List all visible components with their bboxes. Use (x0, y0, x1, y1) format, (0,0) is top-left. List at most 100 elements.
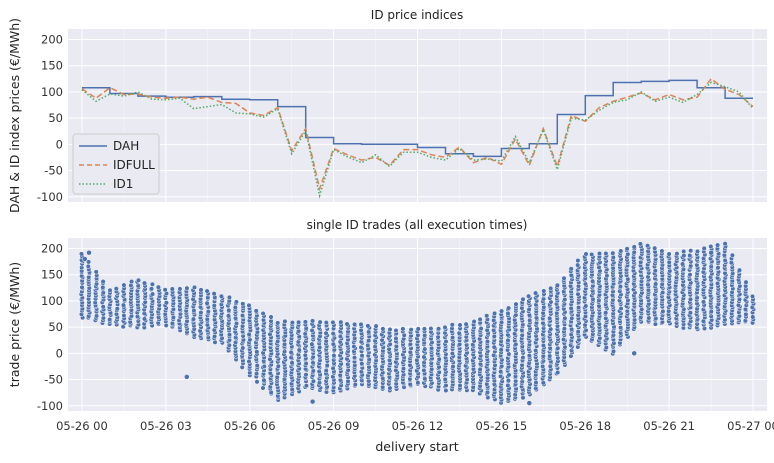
trade-point (225, 313, 232, 319)
trade-point (736, 267, 743, 273)
trade-point (366, 329, 372, 335)
x-tick-label: 05-27 00 (727, 419, 774, 433)
trade-point (289, 360, 295, 366)
trade-point (211, 291, 217, 297)
trade-point (583, 303, 589, 309)
trade-point (478, 325, 484, 332)
trade-point (260, 385, 266, 391)
trade-point (463, 321, 469, 327)
top-y-axis-label: DAH & ID index prices (€/MWh) (7, 18, 22, 213)
trade-point (155, 284, 161, 290)
trade-point (681, 248, 687, 255)
trade-point (589, 251, 595, 258)
trade-point (365, 323, 371, 329)
trade-point (226, 332, 233, 338)
trade-point (177, 286, 183, 292)
trade-point (282, 318, 288, 324)
trade-point (226, 307, 232, 313)
trade-point (254, 349, 260, 355)
trade-point (457, 322, 463, 328)
trade-point (205, 309, 211, 315)
trade-point (555, 345, 561, 351)
top-y-tick-label: 150 (41, 59, 63, 73)
trade-point (421, 326, 427, 332)
trade-point (561, 326, 567, 332)
trade-point (660, 308, 666, 314)
trade-point (442, 324, 448, 330)
trade-point (729, 252, 735, 258)
trade-point (645, 243, 651, 249)
trade-point (561, 275, 567, 281)
trade-point (631, 244, 637, 250)
trade-point (246, 302, 252, 308)
trade-point (359, 353, 365, 359)
trade-point-outlier (184, 374, 190, 380)
trade-point (93, 269, 99, 275)
trade-point (415, 380, 421, 386)
trade-point (506, 305, 512, 311)
trade-point (603, 315, 609, 321)
trade-point (198, 287, 204, 293)
x-tick-label: 05-26 09 (308, 419, 360, 433)
trade-point-outlier (708, 249, 714, 256)
top-gridlines (68, 29, 767, 202)
trade-point (373, 323, 379, 329)
bottom-y-tick-label: 200 (41, 241, 63, 255)
trade-point (415, 326, 421, 332)
x-axis-label: delivery start (375, 439, 458, 454)
trade-point (722, 241, 728, 247)
top-y-tick-labels: -100 -50 0 50 100 150 200 (37, 32, 63, 203)
trade-point (610, 348, 617, 354)
bottom-y-axis-label: trade price (€/MWh) (7, 262, 22, 387)
trade-point (576, 304, 582, 311)
trade-point (261, 377, 267, 383)
trade-point-outlier (82, 256, 88, 262)
trade-point (562, 315, 568, 321)
bottom-y-tick-label: -50 (44, 373, 63, 387)
trade-point (575, 262, 581, 268)
trade-point (659, 248, 665, 254)
bottom-y-tick-label: -100 (37, 399, 63, 413)
trade-point (498, 369, 504, 375)
trade-point (548, 285, 554, 291)
trade-point (212, 339, 218, 345)
series-line-idfull (81, 77, 754, 192)
trade-point (275, 363, 281, 369)
bottom-y-tick-labels: -100 -50 0 50 100 150 200 (37, 241, 63, 412)
trade-point (436, 326, 442, 332)
legend-label-id1: ID1 (113, 177, 133, 191)
trade-point (743, 279, 749, 285)
trade-point (694, 248, 701, 254)
trade-point (540, 380, 546, 386)
trade-point (660, 289, 666, 296)
bottom-y-tick-label: 100 (41, 294, 63, 308)
trade-point-outlier (526, 400, 533, 406)
trade-point (268, 314, 274, 320)
trade-point (674, 251, 680, 257)
trade-point (477, 316, 483, 322)
top-chart-title: ID price indices (371, 8, 463, 22)
trade-point (499, 308, 505, 314)
legend: DAH IDFULL ID1 (72, 133, 160, 195)
trade-point (309, 327, 315, 334)
trade-point (86, 259, 92, 265)
trade-point (513, 301, 519, 307)
trade-point (310, 368, 316, 374)
trade-point (562, 296, 568, 303)
trade-point (603, 250, 609, 257)
trade-point (575, 258, 581, 264)
trade-point (554, 282, 560, 288)
trade-point (162, 287, 168, 293)
trade-point (547, 353, 553, 359)
trade-point (190, 316, 197, 322)
trade-point (610, 250, 616, 256)
trade-point (505, 337, 511, 343)
x-tick-label: 05-26 06 (224, 419, 276, 433)
trade-point (583, 251, 589, 257)
trade-point (275, 320, 281, 326)
trade-point (317, 319, 323, 325)
trade-point (533, 290, 539, 296)
trade-point (540, 342, 546, 348)
trade-point (555, 369, 561, 376)
